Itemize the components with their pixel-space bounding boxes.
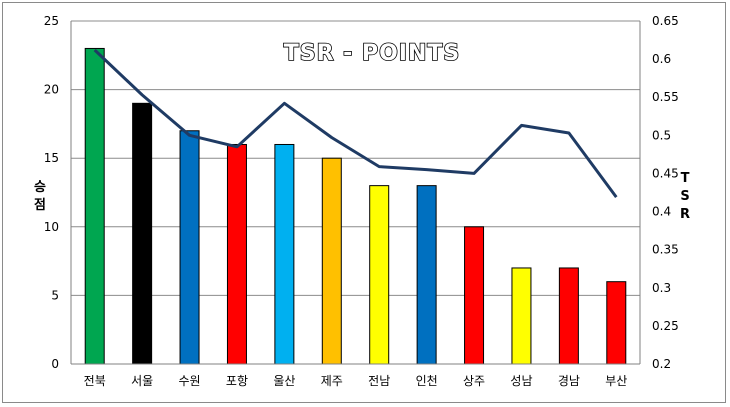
left-tick-label: 0: [51, 357, 59, 371]
right-tick-label: 0.25: [652, 319, 679, 333]
left-tick-label: 25: [44, 14, 59, 28]
left-axis-ticks: 0 5 10 15 20 25: [44, 14, 59, 371]
bar-서울: [132, 102, 153, 365]
chart-title: TSR - POINTS: [284, 41, 461, 66]
right-tick-label: 0.5: [652, 128, 671, 142]
right-tick-label: 0.45: [652, 166, 679, 180]
right-tick-label: 0.4: [652, 205, 671, 219]
tsr-line: [93, 48, 618, 198]
tsr-line-series: [93, 48, 618, 198]
axes: [70, 21, 641, 365]
category-labels: 전북 서울 수원 포항 울산 제주 전남 인천 상주 성남 경남 부산: [84, 373, 628, 388]
right-tick-label: 0.65: [652, 14, 679, 28]
category-label: 상주: [463, 374, 485, 388]
bar-성남: [511, 267, 532, 365]
bar-인천: [416, 185, 437, 365]
bar-전북: [84, 47, 105, 365]
right-tick-label: 0.6: [652, 52, 671, 66]
category-label: 서울: [131, 374, 153, 388]
bar-경남: [558, 267, 579, 365]
left-tick-label: 20: [44, 83, 59, 97]
category-label: 수원: [178, 374, 200, 388]
gridlines: [71, 20, 640, 296]
bar-제주: [321, 157, 342, 365]
chart-frame: [2, 2, 726, 403]
axis-label-char: R: [680, 207, 690, 222]
right-tick-label: 0.35: [652, 243, 679, 257]
bar-상주: [464, 226, 485, 365]
right-axis-ticks: 0.2 0.25 0.3 0.35 0.4 0.45 0.5 0.55 0.6 0.65: [652, 14, 679, 371]
category-label: 포항: [226, 374, 248, 388]
left-tick-label: 10: [44, 220, 59, 234]
bar-울산: [274, 143, 295, 365]
category-label: 전남: [368, 374, 390, 388]
bar-series: [84, 47, 627, 365]
bar-전남: [369, 185, 390, 365]
bar-포항: [226, 143, 247, 365]
category-label: 경남: [558, 374, 580, 388]
axis-label-char: 승: [34, 180, 46, 195]
bar-부산: [606, 281, 627, 365]
axis-label-char: T: [681, 171, 690, 186]
category-label: 성남: [510, 374, 532, 388]
left-tick-label: 15: [44, 151, 59, 165]
left-tick-label: 5: [51, 288, 59, 302]
axis-label-char: S: [680, 189, 689, 204]
category-label: 부산: [605, 374, 627, 388]
axis-label-char: 점: [34, 198, 46, 213]
category-label: 울산: [273, 374, 295, 388]
right-tick-label: 0.3: [652, 281, 671, 295]
category-label: 제주: [321, 374, 343, 388]
category-label: 전북: [84, 374, 106, 388]
category-label: 인천: [416, 373, 438, 388]
right-tick-label: 0.2: [652, 357, 671, 371]
bar-수원: [179, 130, 200, 365]
right-tick-label: 0.55: [652, 90, 679, 104]
